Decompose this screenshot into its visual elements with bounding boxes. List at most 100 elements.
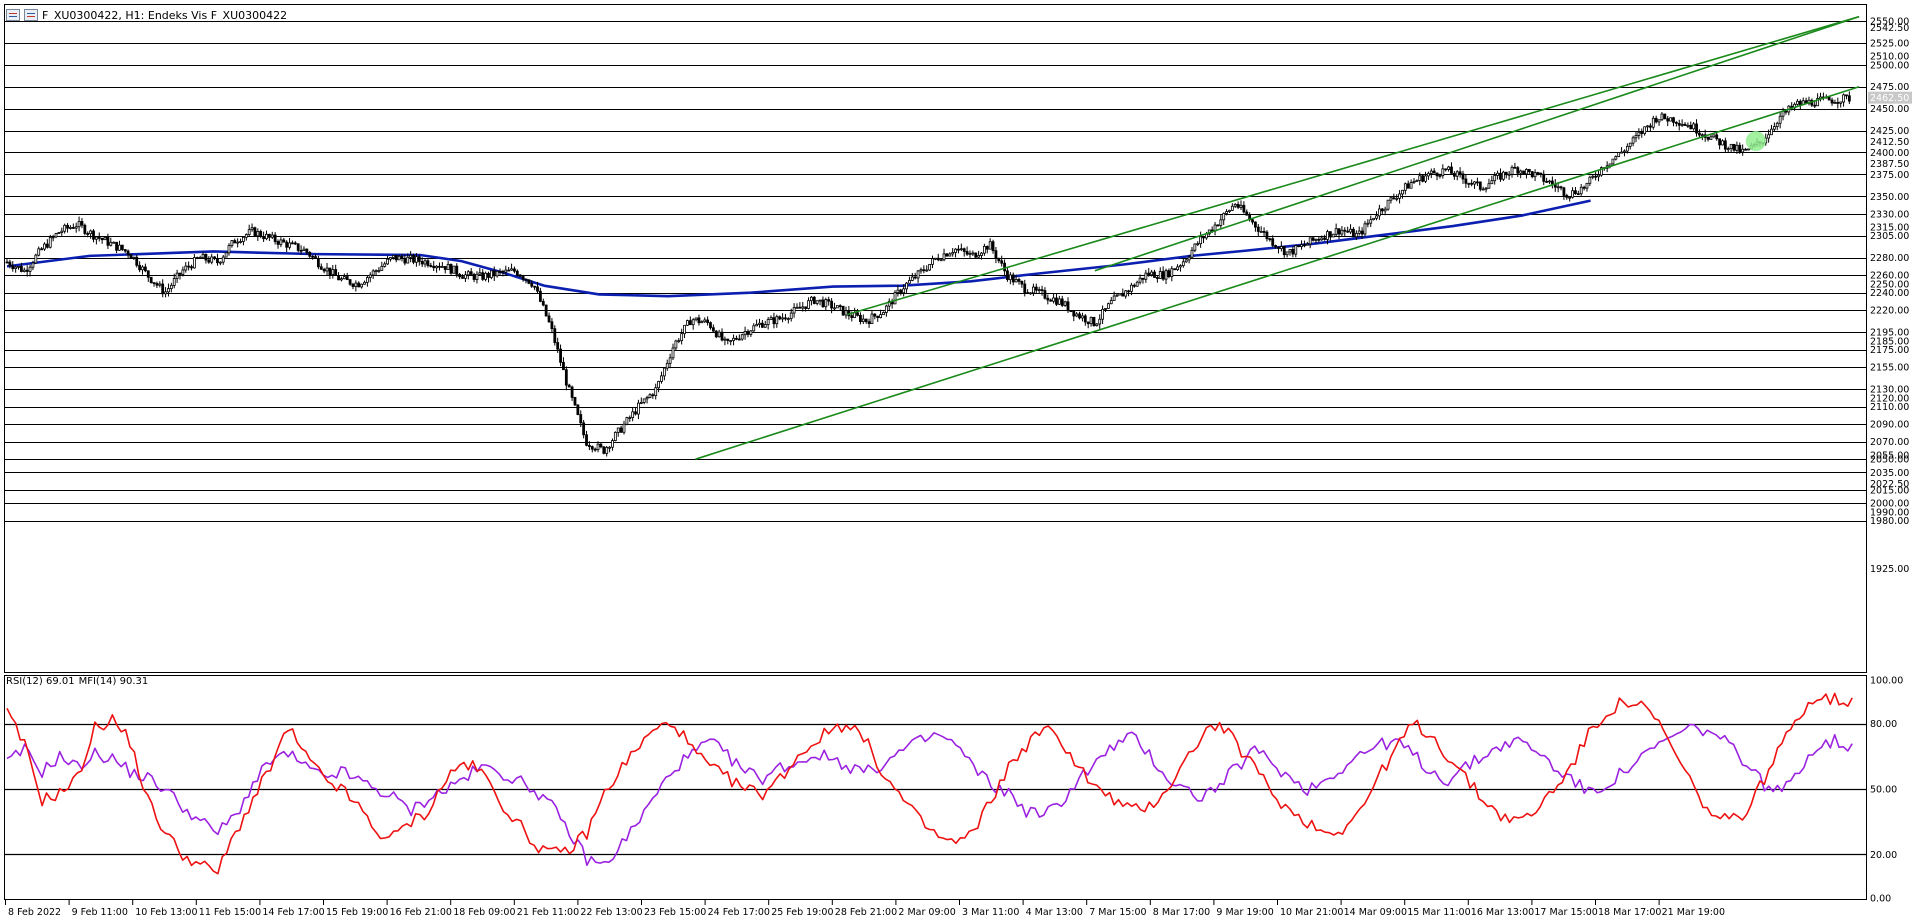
candle-body [66, 224, 69, 229]
candle-body [328, 267, 332, 276]
price-tick-label: 2510.00 [1870, 52, 1909, 63]
candle-body [789, 312, 793, 319]
candle-body [1816, 98, 1820, 107]
candle-body [1798, 100, 1802, 106]
candle-body [1582, 186, 1586, 189]
candle-body [608, 446, 611, 449]
candle-body [896, 289, 900, 294]
candle-body [420, 261, 424, 265]
candle-body [585, 434, 588, 446]
candle-body [1147, 272, 1151, 276]
candle-body [1383, 208, 1387, 212]
candle-body [766, 319, 770, 325]
candle-body [348, 279, 352, 285]
candle-body [1334, 228, 1338, 235]
candle-body [671, 347, 675, 359]
candle-body [1496, 172, 1499, 176]
candle-body [1427, 173, 1430, 177]
time-tick-label: 8 Mar 17:00 [1153, 907, 1210, 918]
candle-body [795, 306, 799, 309]
candle-body [270, 234, 274, 238]
candle-body [1314, 238, 1318, 241]
candle-body [1288, 249, 1292, 253]
candle-body [1375, 215, 1378, 219]
time-tick-label: 7 Mar 15:00 [1089, 907, 1146, 918]
candle-body [273, 234, 277, 242]
candle-body [51, 236, 55, 239]
candle-body [403, 258, 407, 264]
candle-body [1032, 286, 1035, 294]
candle-body [1008, 274, 1012, 281]
candle-body [501, 270, 505, 273]
candle-body [1187, 256, 1191, 261]
candle-body [1585, 182, 1589, 189]
candle-body [1542, 173, 1546, 182]
candle-body [657, 381, 660, 389]
time-tick-label: 23 Feb 15:00 [644, 907, 706, 918]
candle-body [1328, 231, 1332, 238]
candle-body [1389, 197, 1393, 201]
candle-body [922, 269, 926, 272]
candle-body [507, 269, 511, 272]
candle-body [691, 319, 695, 326]
candle-body [1594, 175, 1598, 178]
candle-body [149, 276, 153, 283]
price-tick-label: 2090.00 [1870, 420, 1909, 431]
candle-body [902, 288, 906, 294]
candle-body [746, 331, 750, 335]
candle-body [1222, 213, 1226, 221]
candle-body [1294, 245, 1298, 255]
candle-body [201, 253, 205, 258]
candle-body [112, 241, 116, 244]
candle-body [1796, 100, 1799, 105]
candle-body [723, 338, 727, 341]
candle-body [1158, 271, 1162, 279]
candle-body [570, 386, 574, 398]
candle-body [34, 254, 38, 264]
candle-body [146, 270, 150, 278]
candle-body [247, 229, 251, 235]
candle-body [1320, 237, 1324, 241]
candle-body [781, 317, 784, 320]
price-tick-label: 2195.00 [1870, 328, 1909, 339]
candle-body [86, 233, 90, 235]
candle-body [97, 236, 101, 239]
candle-body [458, 273, 462, 278]
candle-body [126, 250, 130, 256]
chart-window-icon[interactable] [6, 9, 20, 21]
candle-body [1072, 310, 1076, 317]
candle-body [835, 305, 839, 309]
candle-body [778, 316, 782, 320]
candle-body [954, 248, 957, 253]
candle-body [1574, 190, 1577, 195]
candle-body [383, 263, 387, 267]
candle-body [611, 440, 614, 448]
chart-type-icon[interactable] [24, 9, 38, 21]
candle-body [521, 275, 525, 280]
candle-body [94, 236, 98, 240]
candle-body [1395, 197, 1399, 200]
candle-body [250, 227, 254, 231]
candle-body [1617, 152, 1621, 157]
candle-body [8, 261, 12, 267]
candle-body [588, 445, 591, 447]
trend-channel-layer[interactable] [695, 15, 1860, 460]
candle-body [807, 300, 810, 309]
candle-body [1300, 244, 1303, 248]
price-tick-label: 2240.00 [1870, 288, 1909, 299]
candle-body [100, 237, 104, 241]
candle-body [337, 274, 340, 281]
candle-body [308, 251, 312, 257]
candle-body [314, 256, 317, 259]
highlight-marker [1745, 131, 1766, 152]
candle-body [1461, 173, 1465, 180]
candle-body [449, 263, 453, 274]
moving-average-layer [6, 199, 1591, 298]
candle-body [1155, 277, 1159, 279]
time-tick-label: 15 Mar 11:00 [1407, 907, 1470, 918]
candle-body [11, 265, 15, 269]
candle-body [1695, 123, 1698, 134]
